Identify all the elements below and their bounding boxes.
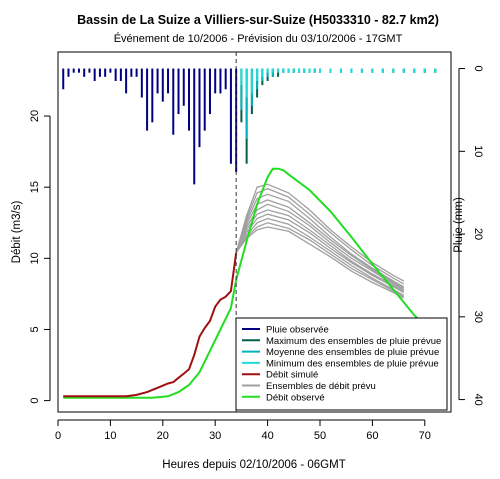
legend-label: Moyenne des ensembles de pluie prévue bbox=[266, 347, 439, 358]
y-tick-label: 5 bbox=[29, 326, 41, 332]
x-tick-label: 70 bbox=[419, 430, 431, 442]
simulated-flow-line bbox=[63, 252, 238, 398]
x-tick-label: 30 bbox=[209, 430, 221, 442]
y2-tick-label: 10 bbox=[472, 145, 484, 157]
plot-frame bbox=[57, 51, 452, 413]
flow-ensemble-member-7 bbox=[235, 213, 405, 294]
y-tick-label: 10 bbox=[29, 252, 41, 264]
flow-ensemble-member-1 bbox=[235, 183, 405, 282]
y2-tick-label: 0 bbox=[472, 65, 484, 71]
x-tick-label: 40 bbox=[261, 430, 273, 442]
y-axis-rain: 0 10 20 30 40 bbox=[458, 65, 484, 406]
y-tick-label: 15 bbox=[29, 181, 41, 193]
legend-label: Maximum des ensembles de pluie prévue bbox=[266, 336, 441, 347]
plot-area bbox=[62, 68, 437, 399]
y2-tick-label: 40 bbox=[472, 393, 484, 405]
legend-label: Débit observé bbox=[266, 392, 325, 403]
y-axis-flow: 0 5 10 15 20 bbox=[29, 110, 51, 404]
y2-tick-label: 20 bbox=[472, 228, 484, 240]
y-tick-label: 20 bbox=[29, 110, 41, 122]
flow-ensemble-member-9 bbox=[235, 222, 405, 298]
chart-subtitle: Événement de 10/2006 - Prévision du 03/1… bbox=[114, 32, 403, 45]
legend-label: Minimum des ensembles de pluie prévue bbox=[266, 358, 439, 369]
flow-ensemble-member-2 bbox=[235, 187, 405, 285]
x-tick-label: 60 bbox=[366, 430, 378, 442]
x-tick-label: 20 bbox=[157, 430, 169, 442]
x-tick-label: 0 bbox=[55, 430, 61, 442]
x-tick-label: 50 bbox=[314, 430, 326, 442]
x-axis: 0 10 20 30 40 50 60 70 bbox=[55, 419, 431, 442]
chart-title: Bassin de La Suize a Villiers-sur-Suize … bbox=[77, 13, 439, 27]
y-axis-label: Débit (m3/s) bbox=[11, 201, 23, 264]
legend-label: Pluie observée bbox=[266, 325, 329, 336]
x-tick-label: 10 bbox=[104, 430, 116, 442]
flow-ensemble-member-8 bbox=[235, 217, 405, 296]
y2-axis-label: Pluie (mm) bbox=[453, 197, 465, 253]
y2-tick-label: 30 bbox=[472, 311, 484, 323]
observed-flow-line bbox=[63, 167, 436, 399]
legend-label: Ensembles de débit prévu bbox=[266, 381, 376, 392]
x-axis-label: Heures depuis 02/10/2006 - 06GMT bbox=[162, 459, 345, 471]
legend-label: Débit simulé bbox=[266, 370, 318, 381]
y-tick-label: 0 bbox=[29, 398, 41, 404]
flow-ensemble-member-10 bbox=[235, 226, 405, 299]
legend-box bbox=[235, 317, 448, 411]
